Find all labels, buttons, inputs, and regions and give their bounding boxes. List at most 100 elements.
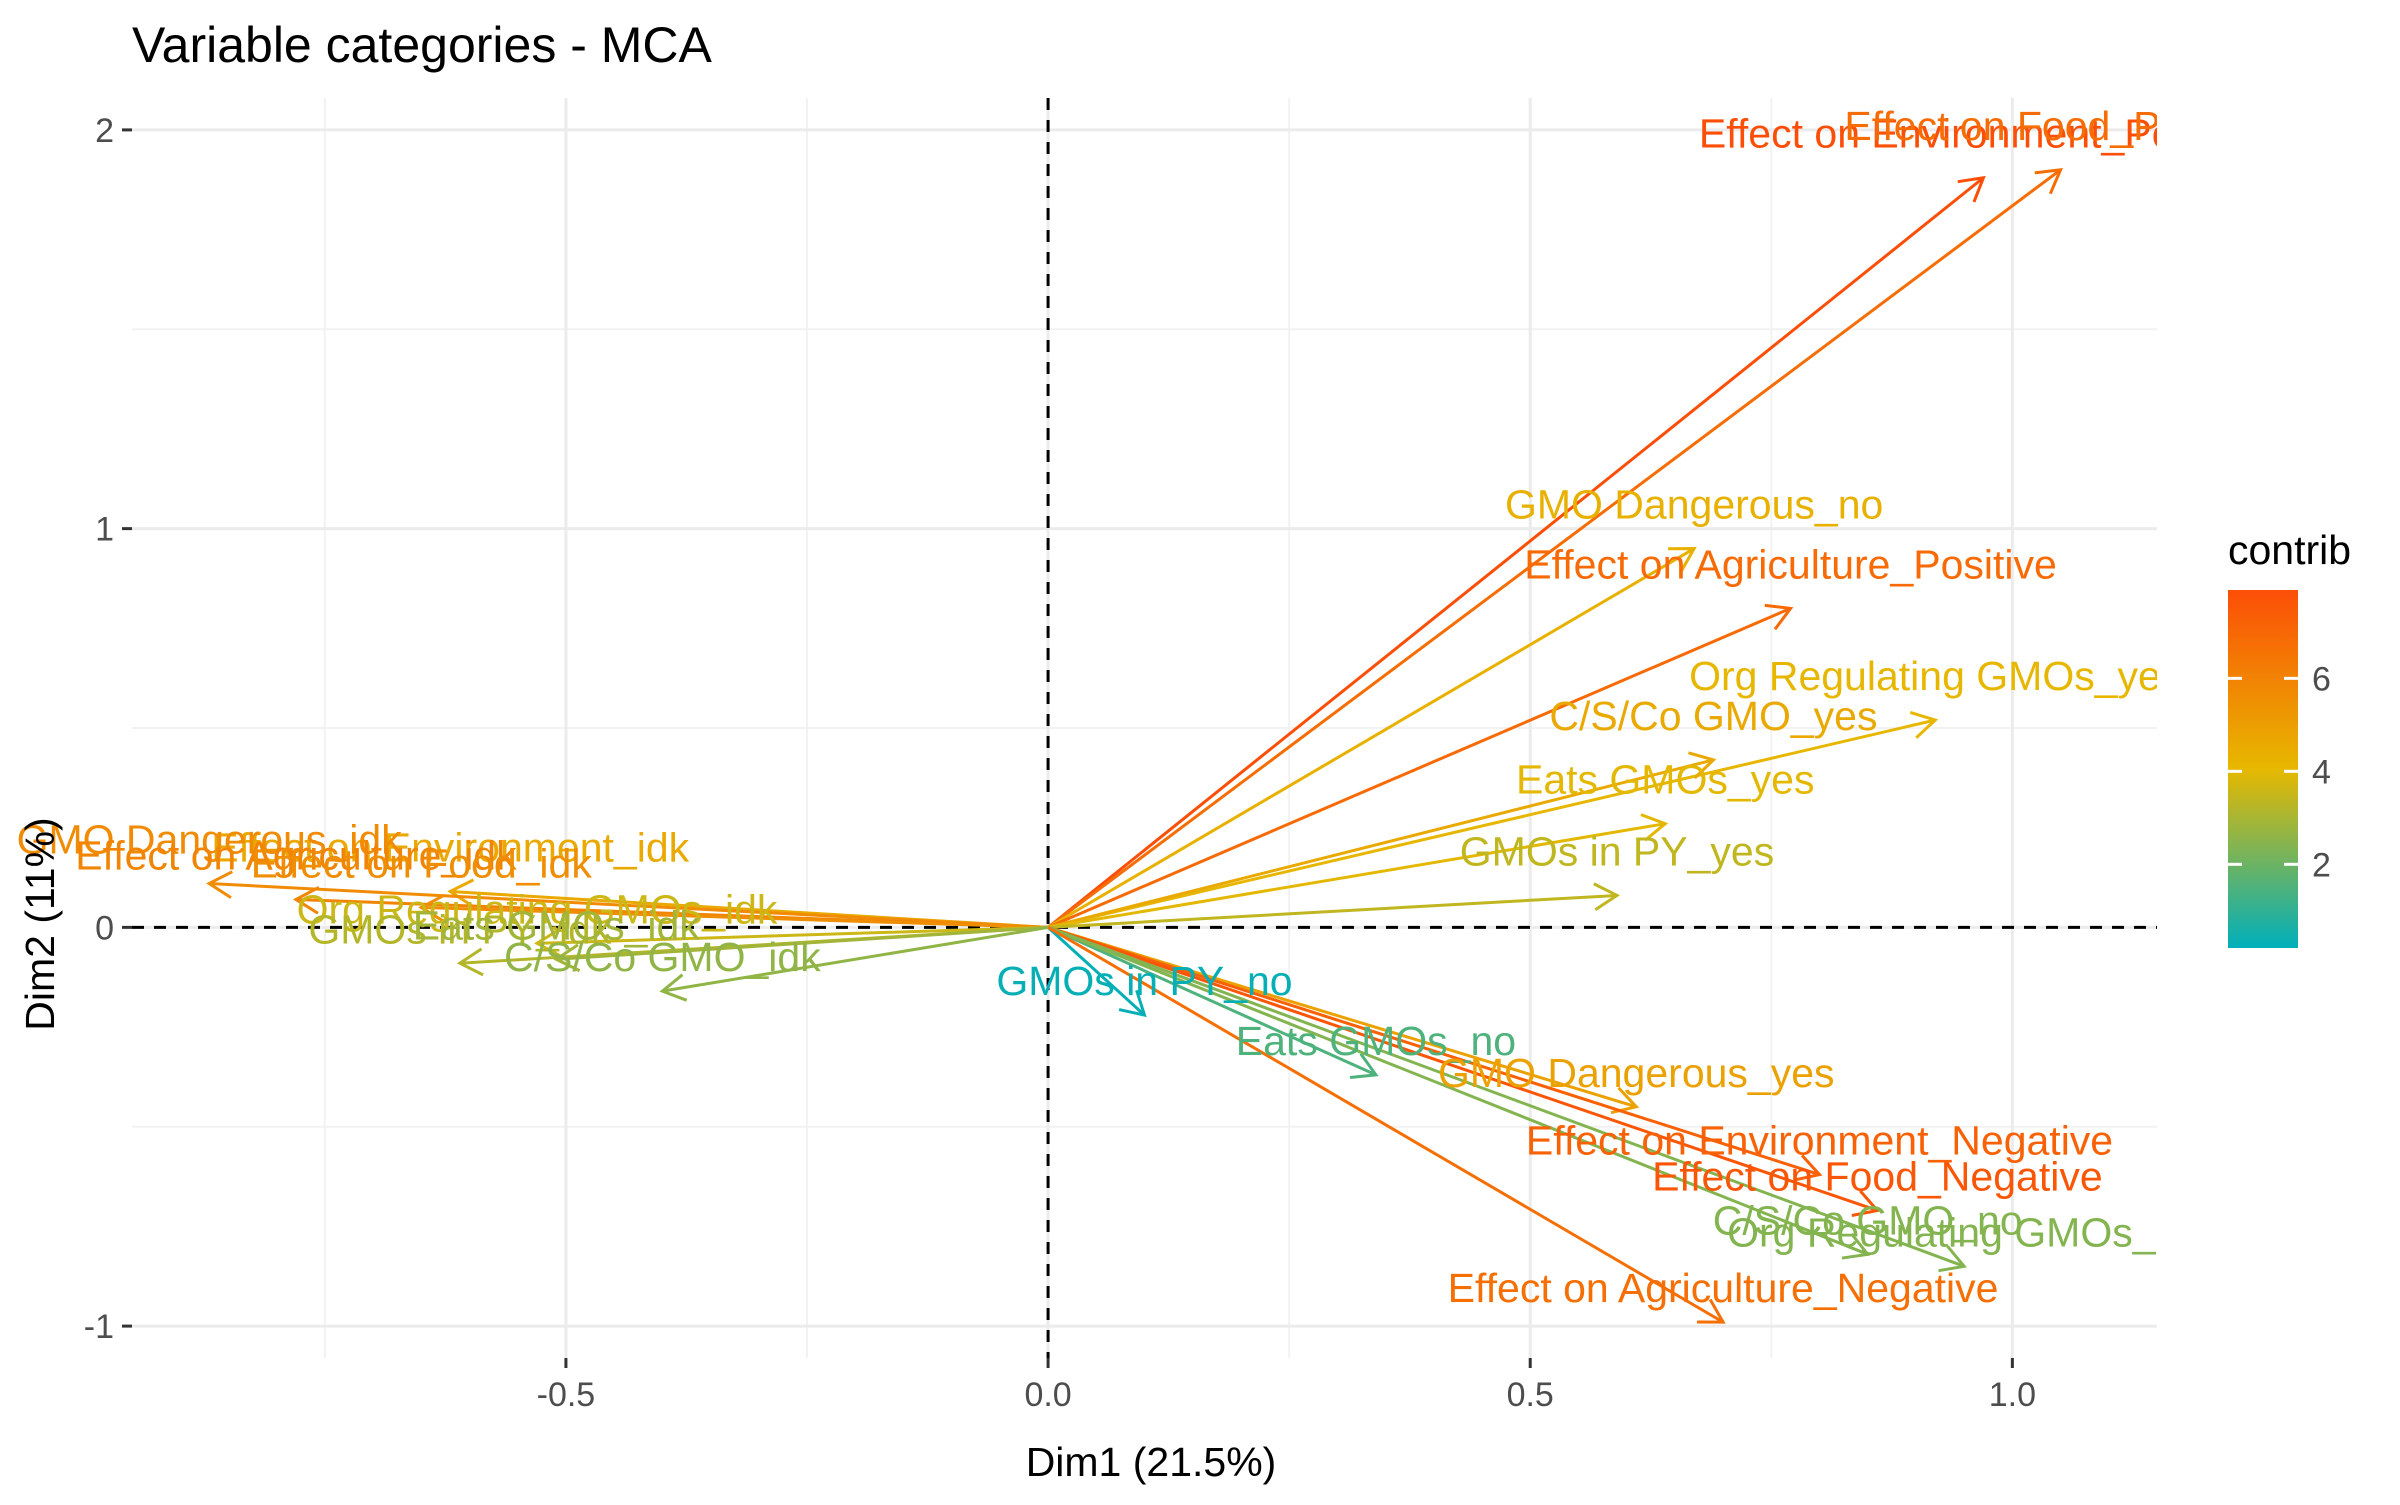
arrow-head [553, 943, 581, 973]
arrow-c-s-co-gmo-idk [659, 925, 1049, 1002]
arrow-label-org-regulating-gmos-no: Org Regulating GMOs_no [1727, 1209, 2201, 1255]
y-axis-title: Dim2 (11%) [17, 817, 63, 1030]
arrow-gmos-in-py-no [1047, 926, 1147, 1018]
arrow-label-effect-on-agriculture-idk: Effect on Agriculture_idk [75, 832, 517, 878]
arrow-line [556, 925, 1049, 961]
arrow-head [1640, 813, 1669, 842]
arrow-label-eats-gmos-idk: Eats GMOs_idk [413, 902, 701, 948]
arrow-head [1957, 175, 1986, 203]
arrow-gmo-dangerous-no [1047, 547, 1697, 929]
arrow-gmos-in-py-yes [1047, 882, 1620, 929]
x-tick-label: 0.5 [1507, 1376, 1554, 1414]
arrow-label-c-s-co-gmo-idk: C/S/Co GMO_idk [504, 934, 821, 980]
arrow-label-gmos-in-py-no: GMOs in PY_no [996, 958, 1292, 1004]
arrow-label-gmos-in-py-yes: GMOs in PY_yes [1460, 828, 1774, 874]
arrow-label-org-regulating-gmos-yes: Org Regulating GMOs_yes [1689, 653, 2181, 699]
arrow-line [1047, 822, 1666, 929]
arrow-head [1118, 989, 1147, 1018]
x-tick-label: -0.5 [537, 1376, 596, 1414]
arrow-head [1697, 1298, 1726, 1324]
legend-tick-label: 4 [2312, 753, 2331, 791]
arrow-label-effect-on-environment-positive: Effect on Environment_Positive [1699, 111, 2268, 157]
arrow-line [1047, 758, 1714, 929]
arrow-label-effect-on-agriculture-positive: Effect on Agriculture_Positive [1524, 541, 2057, 587]
arrow-head [1349, 1052, 1379, 1080]
arrow-label-effect-on-food-negative: Effect on Food_Negative [1652, 1153, 2103, 1199]
arrow-label-effect-on-agriculture-negative: Effect on Agriculture_Negative [1448, 1265, 1999, 1311]
arrow-head [206, 870, 233, 899]
arrow-label-eats-gmos-no: Eats GMOs_no [1236, 1018, 1516, 1064]
legend: contrib 2 4 6 [2228, 527, 2351, 948]
arrow-label-gmos-in-py-idk: GMOs in PY_idk [308, 906, 612, 952]
arrow-head [456, 947, 484, 977]
x-axis-title: Dim1 (21.5%) [1026, 1439, 1277, 1485]
arrow-label-effect-on-food-idk: Effect on Food_idk [251, 840, 593, 886]
arrow-eats-gmos-no [1047, 925, 1379, 1080]
arrow-head [1851, 1189, 1881, 1217]
arrow-line [536, 925, 1049, 945]
arrow-line [1047, 176, 1985, 929]
arrow-line [1047, 926, 1724, 1324]
y-tick-label: -1 [84, 1308, 114, 1346]
arrow-head [447, 878, 475, 908]
arrow-line [1047, 547, 1695, 929]
arrow-line [1047, 718, 1936, 929]
arrow-line [662, 925, 1049, 993]
axes: -0.5 0.0 0.5 1.0 -1 0 1 2 [84, 112, 2036, 1414]
arrow-effect-on-agriculture-negative [1047, 926, 1726, 1324]
arrow-c-s-co-gmo-no [1047, 925, 1871, 1260]
arrow-line [209, 882, 1049, 929]
arrow-effect-on-agriculture-positive [1047, 603, 1794, 929]
arrow-label-c-s-co-gmo-yes: C/S/Co GMO_yes [1549, 693, 1877, 739]
arrow-effect-on-food-idk [418, 893, 1049, 929]
legend-tick-label: 2 [2312, 846, 2331, 884]
reference-lines [132, 98, 2157, 1358]
arrow-head [1668, 547, 1697, 572]
arrow-gmo-dangerous-idk [206, 870, 1049, 929]
arrow-label-effect-on-food-positive: Effect on Food_Positive [1844, 103, 2276, 149]
arrow-head [534, 928, 561, 957]
arrow-effect-on-food-negative [1047, 925, 1881, 1217]
arrow-label-gmo-dangerous-idk: GMO Dangerous_idk [17, 817, 403, 863]
chart-title: Variable categories - MCA [132, 17, 713, 73]
legend-colorbar [2228, 590, 2298, 948]
x-tick-label: 0.0 [1024, 1376, 1071, 1414]
arrow-effect-on-environment-negative [1047, 925, 1823, 1182]
arrow-label-org-regulating-gmos-idk: Org Regulating GMOs_idk [297, 886, 778, 932]
arrow-c-s-co-gmo-yes [1047, 751, 1717, 929]
arrow-head [1764, 603, 1794, 631]
x-tick-label: 1.0 [1989, 1376, 2036, 1414]
arrow-head [1841, 1232, 1871, 1260]
arrow-line [1047, 926, 1146, 1017]
arrows [206, 167, 2063, 1324]
arrow-org-regulating-gmos-idk [534, 925, 1049, 957]
arrow-org-regulating-gmos-no [1047, 925, 1967, 1273]
arrow-effect-on-food-positive [1047, 167, 2063, 929]
y-tick-label: 0 [95, 909, 114, 947]
arrow-head [1909, 711, 1939, 739]
y-tick-label: 1 [95, 511, 114, 549]
y-tick-label: 2 [95, 112, 114, 150]
arrow-head [1688, 751, 1717, 780]
arrow-head [1938, 1245, 1967, 1273]
arrow-line [1047, 925, 1820, 1177]
arrow-label-effect-on-environment-negative: Effect on Environment_Negative [1526, 1118, 2113, 1164]
arrow-label-c-s-co-gmo-no: C/S/Co GMO_no [1713, 1197, 2023, 1243]
arrow-head [1593, 882, 1620, 911]
arrow-label-effect-on-environment-idk: Effect on Environment_idk [211, 824, 689, 870]
arrow-line [1047, 925, 1377, 1077]
arrow-line [1047, 925, 1869, 1256]
legend-title: contrib [2228, 527, 2351, 573]
arrow-line [1047, 925, 1965, 1268]
arrow-line [1047, 168, 2062, 929]
arrow-line [1047, 925, 1878, 1212]
arrow-eats-gmos-yes [1047, 813, 1669, 929]
arrow-head [292, 885, 320, 915]
arrow-line [421, 905, 1049, 929]
arrow-eats-gmos-idk [553, 925, 1049, 973]
arrow-line [1047, 893, 1618, 929]
arrow-label-gmo-dangerous-no: GMO Dangerous_no [1505, 482, 1883, 528]
